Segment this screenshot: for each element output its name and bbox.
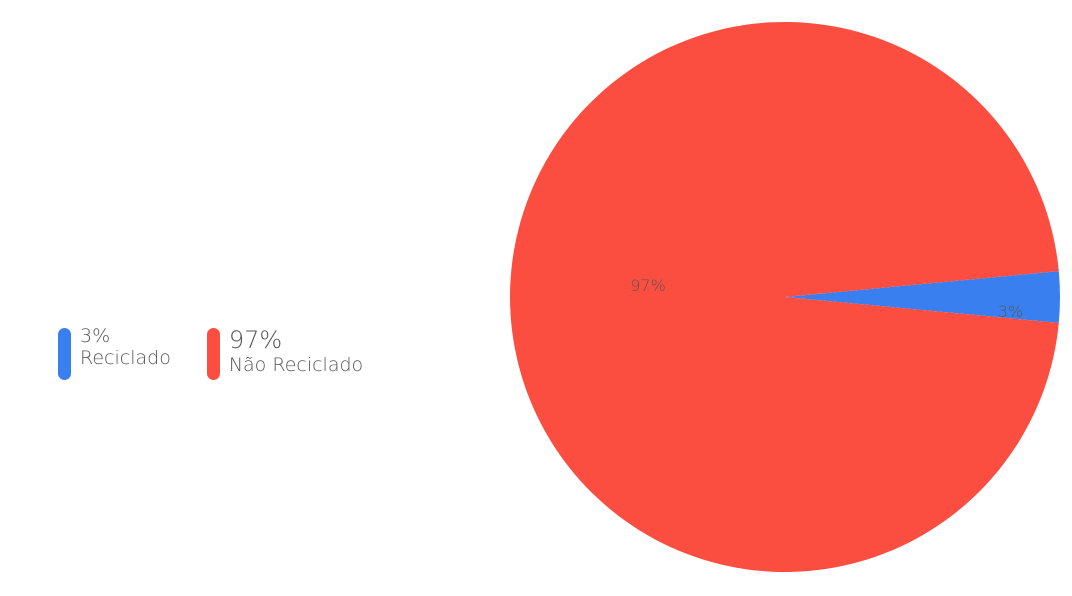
legend-text-nao-reciclado: 97% Não Reciclado <box>229 326 363 377</box>
legend-label-nao-reciclado: Não Reciclado <box>228 353 364 376</box>
legend-percent-reciclado: 3% <box>80 325 111 347</box>
slice-label-reciclado: 3% <box>998 302 1023 321</box>
legend-swatch-nao-reciclado <box>206 328 220 380</box>
legend-item-reciclado[interactable]: 3% Reciclado <box>58 325 171 380</box>
legend-item-nao-reciclado[interactable]: 97% Não Reciclado <box>206 326 363 380</box>
pie-slice-reciclado[interactable] <box>785 271 1061 323</box>
legend-text-reciclado: 3% Reciclado <box>80 325 171 370</box>
pie-slice-nao-reciclado[interactable] <box>510 22 1059 572</box>
legend-label-reciclado: Reciclado <box>80 346 171 369</box>
slice-label-nao-reciclado: 97% <box>630 276 666 295</box>
legend-percent-nao-reciclado: 97% <box>228 326 283 354</box>
legend-swatch-reciclado <box>58 328 71 380</box>
chart-legend: 3% Reciclado 97% Não Reciclado <box>58 325 363 380</box>
